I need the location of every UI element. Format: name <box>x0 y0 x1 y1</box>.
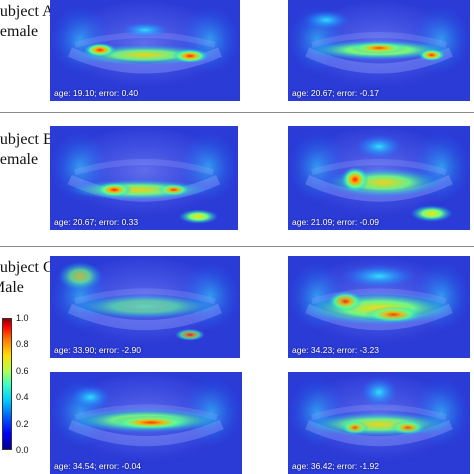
subject-b-sex: Female <box>0 151 39 168</box>
panel-caption: age: 19.10; error: 0.40 <box>54 88 139 98</box>
colorbar-tick: 0.4 <box>16 392 29 402</box>
heatmap-overlay <box>50 256 240 358</box>
heatmap-overlay <box>50 372 242 474</box>
panel-caption: age: 34.54; error: -0.04 <box>54 461 141 471</box>
heatmap-panel: age: 34.54; error: -0.04 <box>50 372 242 474</box>
subject-a-label: Subject A Female <box>0 2 54 42</box>
panel-caption: age: 20.67; error: -0.17 <box>292 88 379 98</box>
subject-c-name: Subject C <box>0 259 54 276</box>
colorbar-tick: 0.0 <box>16 445 29 455</box>
heatmap-panel: age: 20.67; error: -0.17 <box>288 0 470 101</box>
subject-c-sex: Male <box>0 279 24 296</box>
colorbar-tick: 1.0 <box>16 313 29 323</box>
heatmap-overlay <box>50 126 238 230</box>
heatmap-panel: age: 34.23; error: -3.23 <box>288 256 470 358</box>
subject-a-sex: Female <box>0 23 39 40</box>
heatmap-panel: age: 33.90; error: -2.90 <box>50 256 240 358</box>
heatmap-panel: age: 19.10; error: 0.40 <box>50 0 240 101</box>
colorbar <box>2 318 12 450</box>
panel-caption: age: 36.42; error: -1.92 <box>292 461 379 471</box>
subject-b-name: Subject B <box>0 131 54 148</box>
heatmap-panel: age: 21.09; error: -0.09 <box>288 126 470 230</box>
heatmap-overlay <box>288 126 470 230</box>
subject-b-label: Subject B Female <box>0 130 54 170</box>
heatmap-overlay <box>288 372 470 474</box>
heatmap-overlay <box>50 0 240 101</box>
panel-caption: age: 20.67; error: 0.33 <box>54 217 139 227</box>
heatmap-overlay <box>288 0 470 101</box>
subject-a-name: Subject A <box>0 3 54 20</box>
colorbar-tick: 0.6 <box>16 366 29 376</box>
colorbar-tick: 0.8 <box>16 339 29 349</box>
colorbar-tick: 0.2 <box>16 419 29 429</box>
heatmap-overlay <box>288 256 470 358</box>
panel-caption: age: 33.90; error: -2.90 <box>54 345 141 355</box>
heatmap-panel: age: 20.67; error: 0.33 <box>50 126 238 230</box>
subject-c-label: Subject C Male <box>0 258 54 298</box>
divider-b-c <box>0 246 474 247</box>
heatmap-panel: age: 36.42; error: -1.92 <box>288 372 470 474</box>
panel-caption: age: 34.23; error: -3.23 <box>292 345 379 355</box>
divider-a-b <box>0 112 474 113</box>
panel-caption: age: 21.09; error: -0.09 <box>292 217 379 227</box>
